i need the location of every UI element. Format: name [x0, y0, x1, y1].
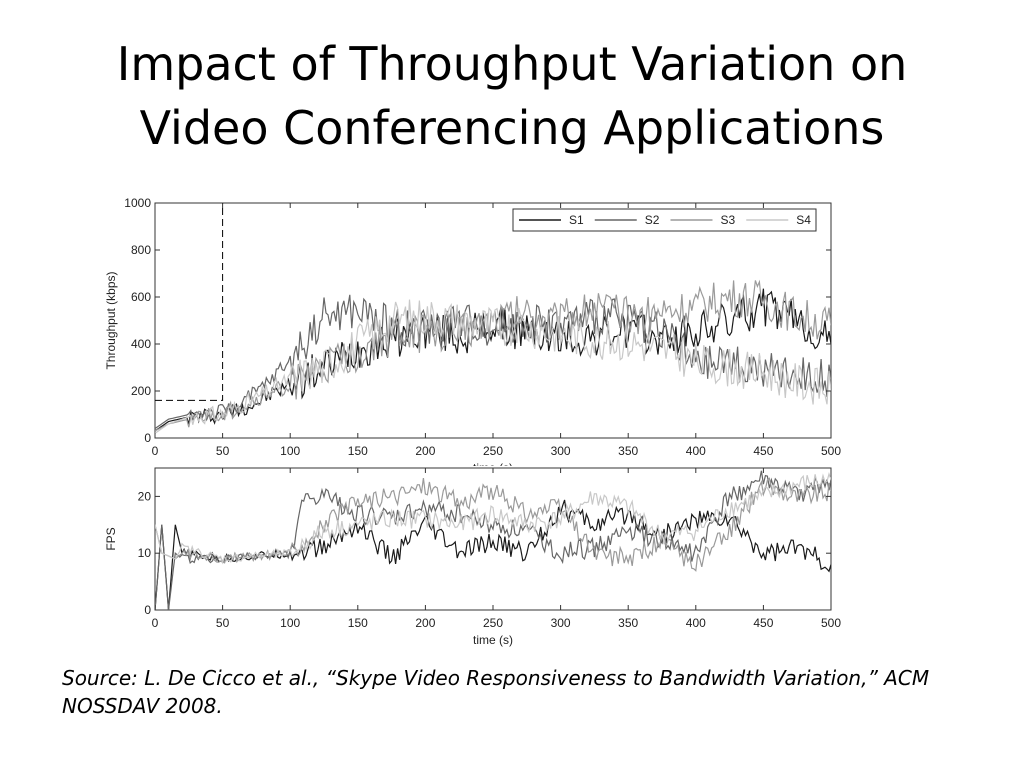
y-axis-label: Throughput (kbps): [104, 271, 118, 369]
series-lines: [155, 279, 831, 434]
x-tick-label: 400: [686, 616, 706, 630]
x-tick-label: 300: [551, 444, 571, 458]
x-tick-label: 400: [686, 444, 706, 458]
x-tick-label: 350: [618, 616, 638, 630]
y-tick-label: 600: [131, 290, 151, 304]
x-tick-label: 450: [753, 616, 773, 630]
series-line-s4: [155, 472, 831, 565]
y-tick-label: 1000: [124, 196, 151, 210]
legend-label-s1: S1: [569, 213, 584, 227]
legend: S1 S2 S3 S4: [512, 208, 817, 232]
legend-box: [512, 208, 817, 232]
series-line-s4: [155, 299, 831, 434]
x-tick-label: 350: [618, 444, 638, 458]
x-tick-label: 500: [821, 444, 841, 458]
slide-title-line-2: Video Conferencing Applications: [139, 101, 885, 155]
slide-title: Impact of Throughput Variation on Video …: [60, 32, 964, 160]
x-tick-label: 150: [348, 616, 368, 630]
y-tick-label: 0: [144, 431, 151, 445]
x-tick-label: 0: [152, 444, 159, 458]
x-tick-label: 250: [483, 616, 503, 630]
legend-label-s3: S3: [721, 213, 736, 227]
y-axis-label: FPS: [104, 527, 118, 550]
x-axis-label: time (s): [473, 461, 513, 475]
x-tick-label: 100: [280, 444, 300, 458]
x-tick-label: 100: [280, 616, 300, 630]
series-line-s3: [155, 477, 831, 572]
legend-label-s2: S2: [645, 213, 660, 227]
legend-label-s4: S4: [796, 213, 811, 227]
series-line-s2: [155, 294, 831, 430]
y-tick-label: 10: [138, 546, 152, 560]
series-line-s3: [155, 279, 831, 432]
y-tick-label: 20: [138, 489, 152, 503]
source-caption: Source: L. De Cicco et al., “Skype Video…: [62, 666, 930, 718]
x-tick-label: 200: [415, 616, 435, 630]
series-line-s1: [155, 499, 831, 610]
x-tick-label: 250: [483, 444, 503, 458]
plot-frame: [154, 467, 832, 611]
chart-throughput: 0 50 100 150 200 250 300 350 400 450 500 0 200 400 600…: [104, 196, 841, 475]
x-tick-label: 0: [152, 616, 159, 630]
x-tick-label: 200: [415, 444, 435, 458]
y-tick-label: 400: [131, 337, 151, 351]
available-bandwidth-line: [155, 203, 224, 401]
y-tick-label: 200: [131, 384, 151, 398]
x-tick-label: 450: [753, 444, 773, 458]
x-tick-label: 500: [821, 616, 841, 630]
x-tick-label: 50: [216, 444, 230, 458]
y-tick-label: 800: [131, 243, 151, 257]
y-tick-label: 0: [144, 603, 151, 617]
chart-fps: 0 50 100 150 200 250 300 350 400 450 500 0 10 20 FPS ti…: [104, 467, 841, 647]
x-tick-label: 50: [216, 616, 230, 630]
slide-title-line-1: Impact of Throughput Variation on: [116, 37, 908, 91]
x-axis-label: time (s): [473, 633, 513, 647]
series-line-s2: [155, 470, 831, 610]
x-tick-label: 150: [348, 444, 368, 458]
x-tick-label: 300: [551, 616, 571, 630]
series-lines: [155, 470, 831, 610]
